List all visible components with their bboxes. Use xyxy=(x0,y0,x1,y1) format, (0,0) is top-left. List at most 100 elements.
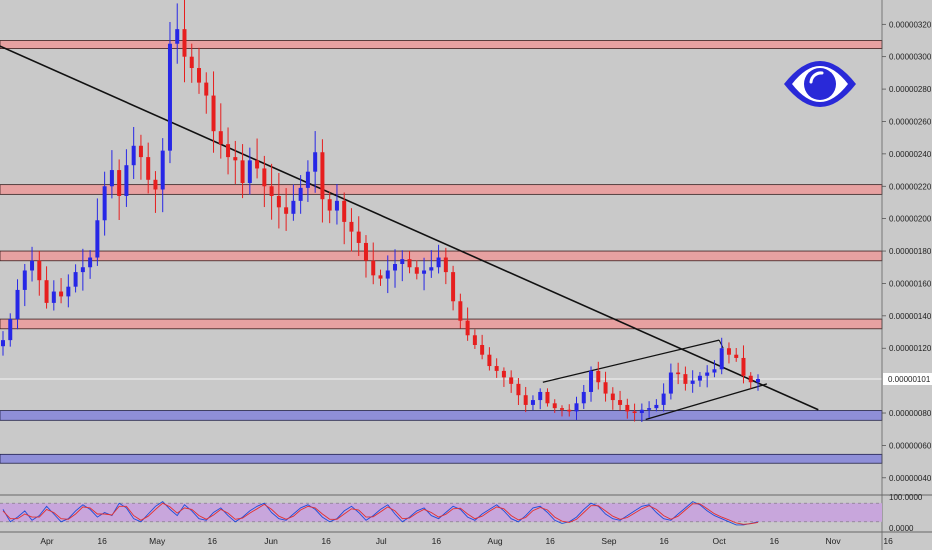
candle-body xyxy=(581,391,586,404)
time-tick-label: 16 xyxy=(97,536,107,546)
resistance-zone xyxy=(0,40,883,49)
price-tick-label: 0.00000180 xyxy=(889,247,932,256)
candle-body xyxy=(647,408,652,410)
candle-body xyxy=(443,257,448,273)
candle-body xyxy=(748,375,753,383)
price-tick-label: 0.00000260 xyxy=(889,117,932,126)
support-zone xyxy=(0,410,883,421)
candle-body xyxy=(545,391,550,404)
candle-body xyxy=(436,257,441,268)
candle-body xyxy=(73,272,78,287)
time-tick-label: 16 xyxy=(208,536,218,546)
time-tick-label: Apr xyxy=(40,536,53,546)
candle-body xyxy=(603,382,608,394)
oscillator-panel: 100.0000 0.0000 xyxy=(0,493,932,533)
candle-body xyxy=(109,170,114,187)
candle-body xyxy=(204,82,209,96)
candle-body xyxy=(393,264,398,271)
candle-body xyxy=(8,319,13,341)
time-tick-label: 16 xyxy=(545,536,555,546)
time-tick-label: 16 xyxy=(321,536,331,546)
candle-body xyxy=(117,170,122,196)
candle-body xyxy=(15,289,20,320)
time-tick-label: Aug xyxy=(488,536,503,546)
time-tick-label: Nov xyxy=(825,536,841,546)
candle-body xyxy=(618,400,623,405)
candle-body xyxy=(22,270,27,290)
candle-body xyxy=(95,220,100,258)
candle-body xyxy=(363,242,368,261)
channel-lower-line xyxy=(645,383,768,421)
candle-body xyxy=(197,68,202,83)
candle-body xyxy=(334,200,339,211)
candle-body xyxy=(530,400,535,405)
candle-body xyxy=(124,165,129,196)
candle-body xyxy=(661,393,666,405)
candle-body xyxy=(298,187,303,201)
candle-body xyxy=(284,207,289,214)
candle-body xyxy=(167,43,172,151)
candle-body xyxy=(189,56,194,69)
candle-body xyxy=(305,171,310,188)
time-tick-label: 16 xyxy=(883,536,893,546)
candle-body xyxy=(516,383,521,396)
candle-body xyxy=(30,260,35,271)
candle-body xyxy=(327,199,332,211)
candle-body xyxy=(233,157,238,161)
candle-body xyxy=(269,186,274,196)
channel-edge xyxy=(718,339,724,349)
candle-body xyxy=(385,270,390,279)
candle-body xyxy=(552,403,557,409)
price-tick-label: 0.00000040 xyxy=(889,474,932,483)
price-tick-label: 0.00000160 xyxy=(889,279,932,288)
candle-body xyxy=(356,231,361,243)
candle-body xyxy=(697,375,702,381)
candle-body xyxy=(726,348,731,355)
eye-icon xyxy=(784,61,856,107)
candle-body xyxy=(480,344,485,355)
candle-body xyxy=(559,408,564,410)
time-tick-label: 16 xyxy=(659,536,669,546)
candle-body xyxy=(349,221,354,232)
price-tick-label: 0.00000240 xyxy=(889,150,932,159)
candle-body xyxy=(690,380,695,384)
price-axis: 0.00000320 0.00000300 0.00000280 0.00000260… xyxy=(881,0,932,550)
candle-body xyxy=(400,259,405,265)
candle-body xyxy=(276,195,281,208)
candle-body xyxy=(66,286,71,297)
candle-body xyxy=(741,357,746,376)
candle-body xyxy=(313,152,318,172)
candle-body xyxy=(51,291,56,303)
price-tick-label: 0.00000060 xyxy=(889,441,932,450)
price-zones xyxy=(0,40,883,464)
price-tick-label: 0.00000220 xyxy=(889,182,932,191)
current-price-label: 0.00000101 xyxy=(888,375,931,384)
candle-body xyxy=(756,379,760,383)
candle-body xyxy=(131,145,136,166)
candle-body xyxy=(138,145,143,158)
candle-body xyxy=(451,272,456,302)
candle-body xyxy=(160,150,165,190)
candle-body xyxy=(632,411,637,414)
candle-body xyxy=(625,404,630,412)
candle-body xyxy=(458,301,463,321)
price-tick-label: 0.00000280 xyxy=(889,85,932,94)
price-tick-label: 0.00000320 xyxy=(889,20,932,29)
candle-body xyxy=(80,267,85,273)
candle-body xyxy=(102,186,107,221)
current-price-box xyxy=(883,373,932,386)
candle-body xyxy=(247,160,252,184)
candle-body xyxy=(676,372,681,375)
oscillator-tick-label: 100.0000 xyxy=(889,493,923,502)
candle-body xyxy=(719,348,724,370)
candle-body xyxy=(589,370,594,392)
candle-body xyxy=(211,95,216,132)
candle-body xyxy=(1,340,5,347)
oscillator-band xyxy=(0,503,882,522)
candle-body xyxy=(538,391,543,401)
price-tick-label: 0.00000080 xyxy=(889,409,932,418)
resistance-zone xyxy=(0,250,883,262)
candles xyxy=(1,0,760,423)
price-tick-label: 0.00000140 xyxy=(889,312,932,321)
